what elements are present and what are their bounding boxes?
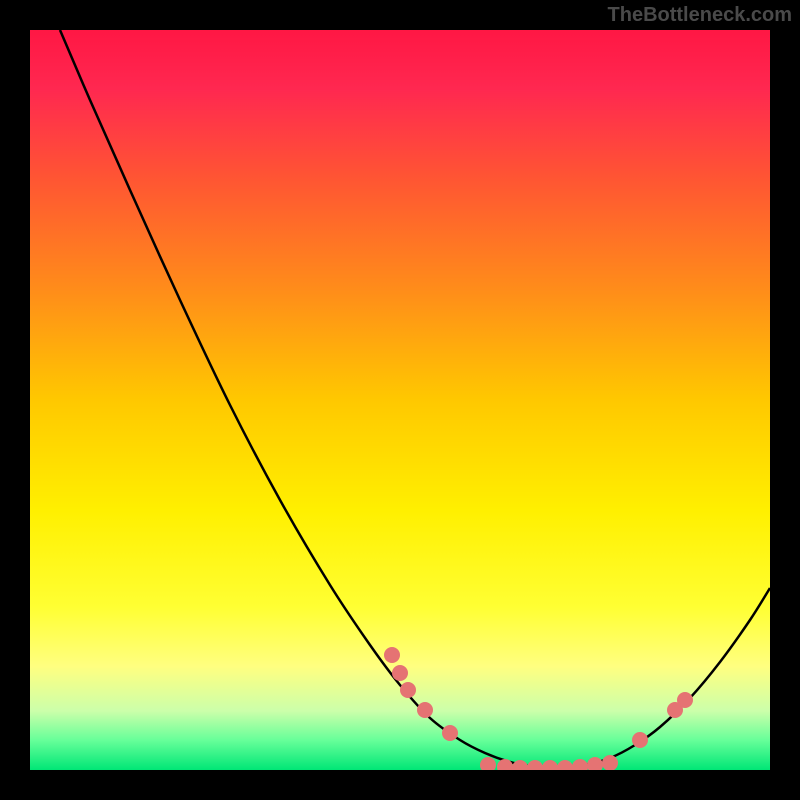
- marker-point: [417, 702, 433, 718]
- marker-point: [442, 725, 458, 741]
- marker-point: [392, 665, 408, 681]
- marker-point: [677, 692, 693, 708]
- marker-point: [557, 760, 573, 770]
- marker-point: [602, 755, 618, 770]
- marker-point: [400, 682, 416, 698]
- marker-point: [572, 759, 588, 770]
- marker-point: [542, 760, 558, 770]
- marker-point: [384, 647, 400, 663]
- marker-point: [480, 757, 496, 770]
- marker-point: [512, 760, 528, 770]
- marker-point: [587, 757, 603, 770]
- marker-point: [497, 759, 513, 770]
- chart-plot-area: [30, 30, 770, 770]
- marker-points-group: [384, 647, 693, 770]
- marker-point: [527, 760, 543, 770]
- chart-curves: [30, 30, 770, 770]
- marker-point: [632, 732, 648, 748]
- bottleneck-curve: [60, 30, 770, 768]
- watermark-text: TheBottleneck.com: [608, 4, 792, 27]
